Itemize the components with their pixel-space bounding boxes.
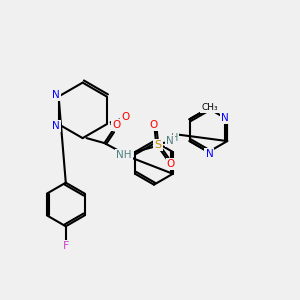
Text: S: S bbox=[154, 140, 161, 150]
Text: O: O bbox=[122, 112, 130, 122]
Text: N: N bbox=[52, 89, 59, 100]
Text: CH₃: CH₃ bbox=[201, 103, 218, 112]
Text: O: O bbox=[150, 120, 158, 130]
Text: N: N bbox=[221, 113, 229, 123]
Text: NH: NH bbox=[116, 150, 132, 160]
Text: H: H bbox=[171, 133, 178, 143]
Text: O: O bbox=[112, 120, 120, 130]
Text: N: N bbox=[166, 136, 174, 146]
Text: O: O bbox=[167, 159, 175, 169]
Text: N: N bbox=[206, 149, 213, 159]
Text: F: F bbox=[63, 241, 69, 251]
Text: N: N bbox=[52, 121, 59, 131]
